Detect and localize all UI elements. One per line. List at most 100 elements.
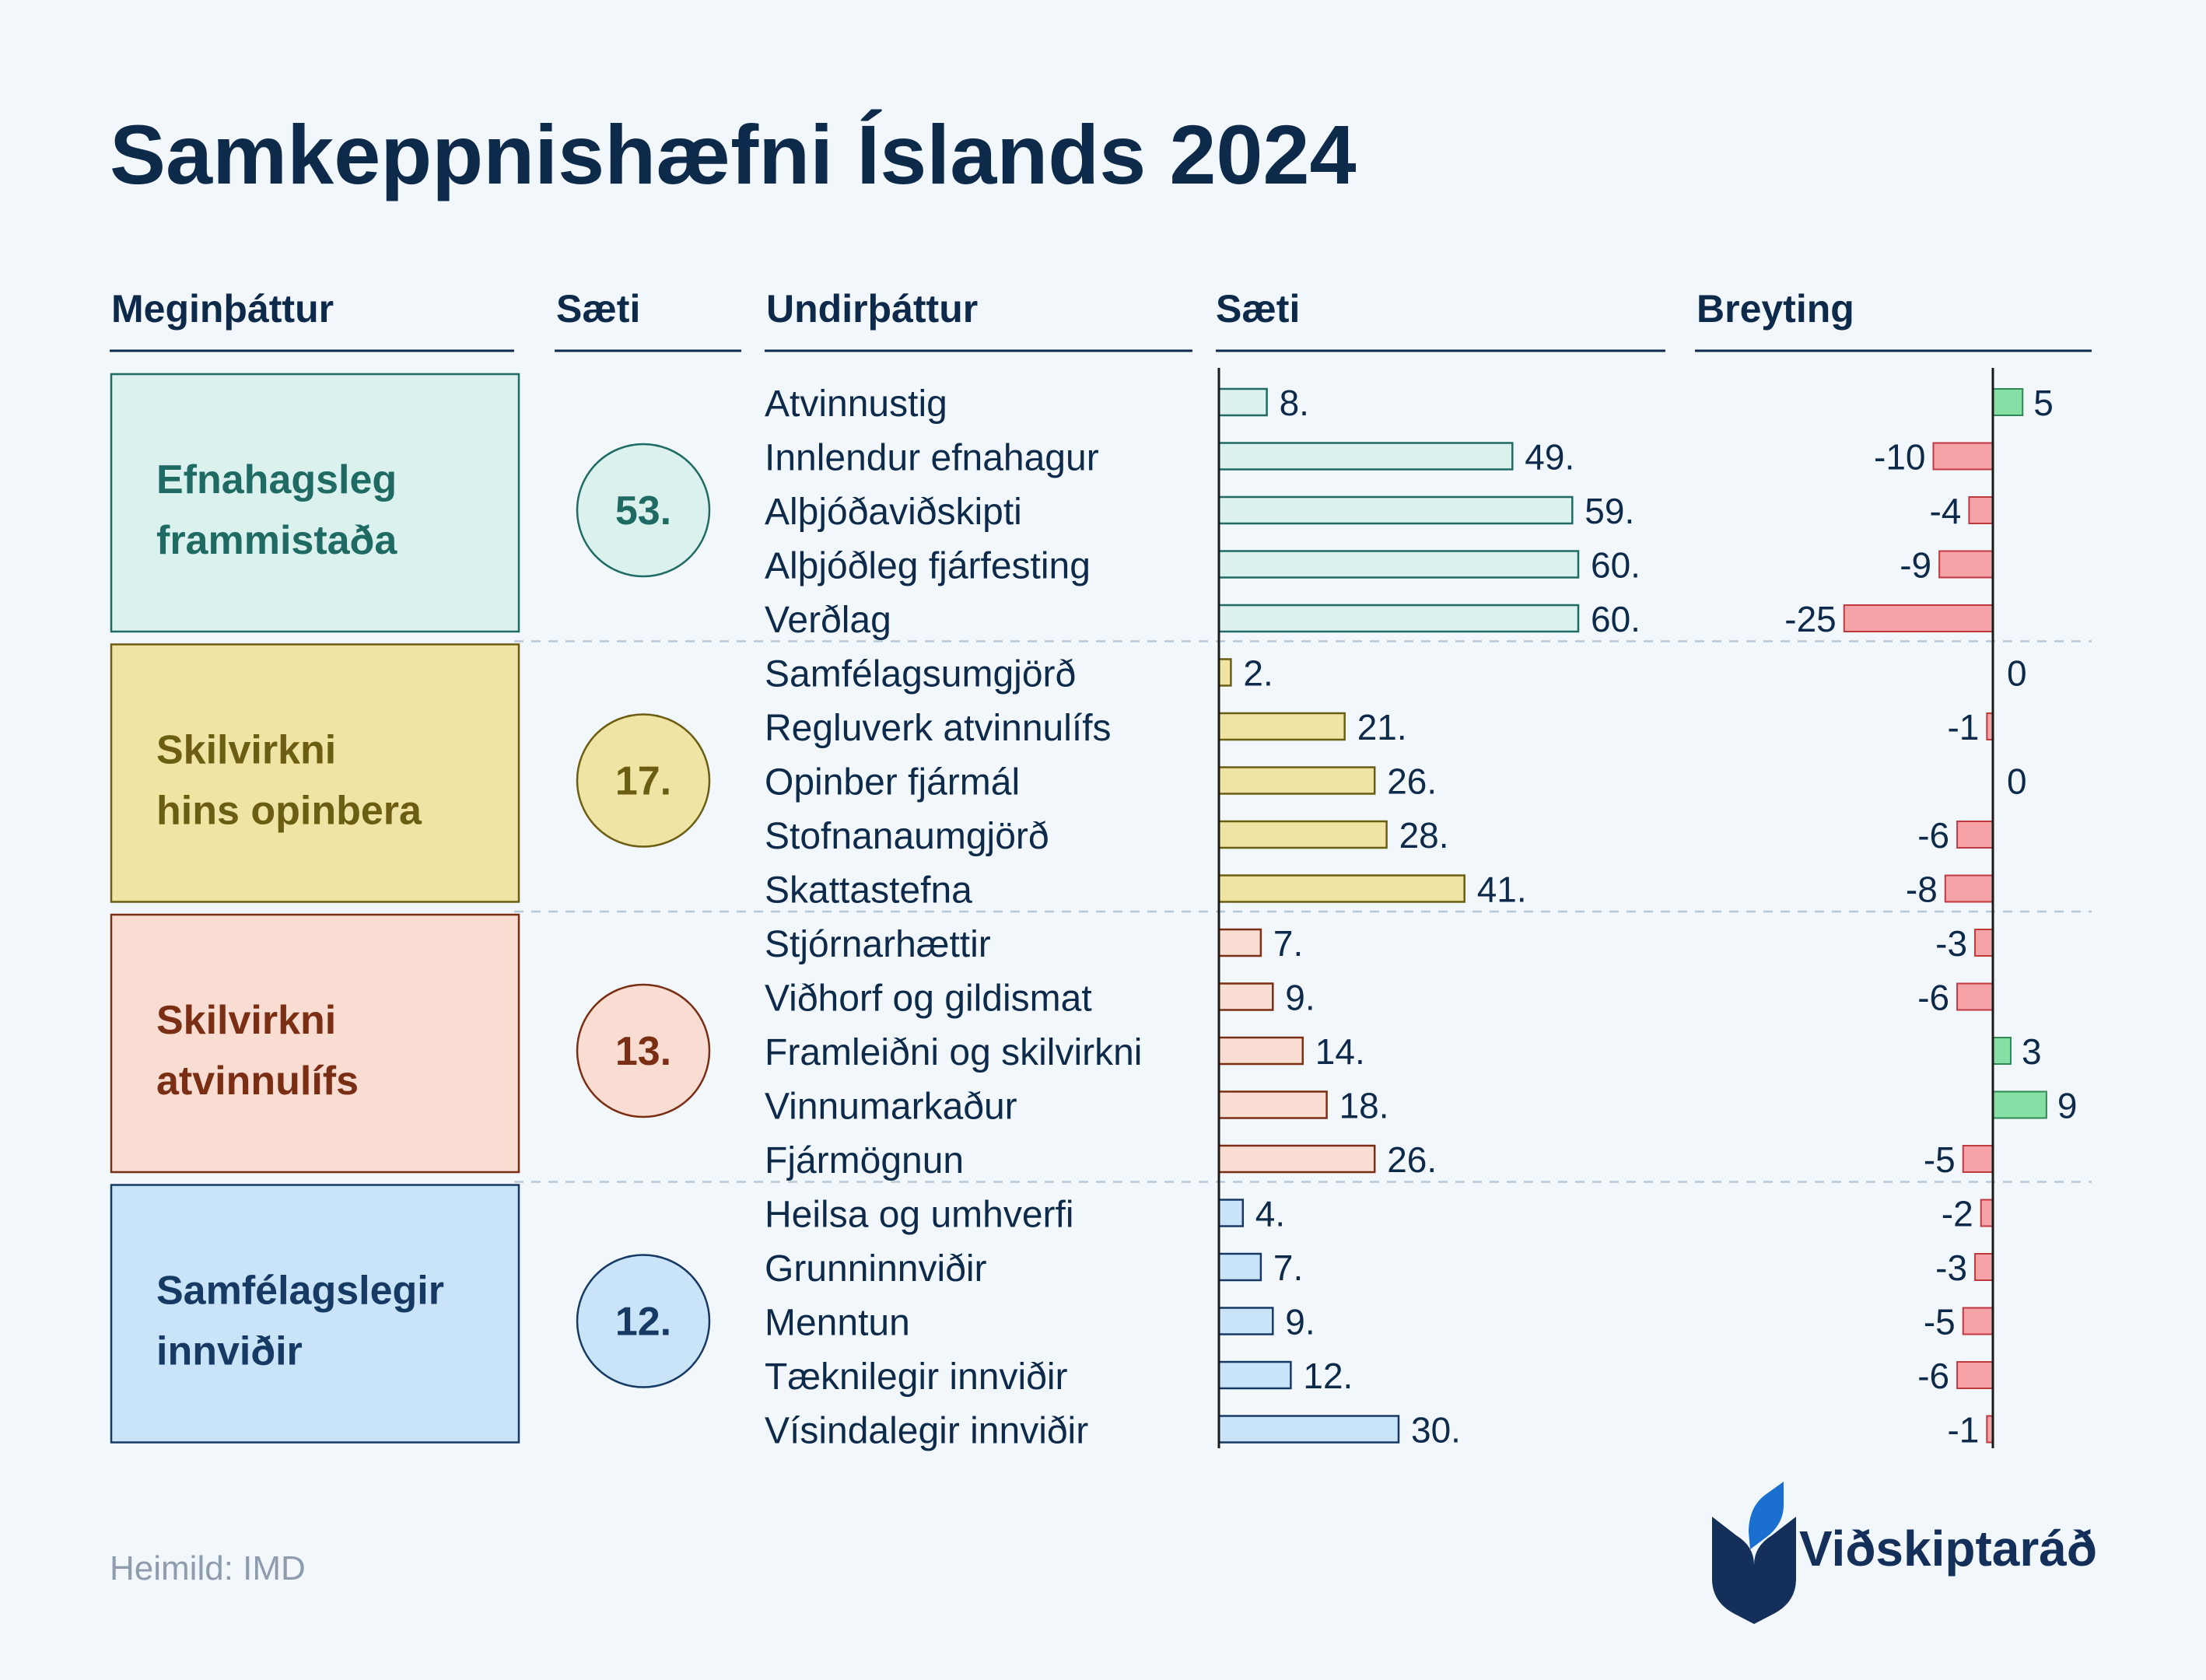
logo-mark-icon (1712, 1482, 1796, 1624)
change-label: -6 (1917, 978, 1949, 1018)
subfactor-label: Stjórnarhættir (765, 924, 991, 965)
change-bar (1956, 982, 1994, 1011)
change-label: 3 (2022, 1031, 2042, 1072)
subfactor-label: Regluverk atvinnulífs (765, 708, 1112, 749)
rank-bar (1217, 550, 1580, 579)
rank-bar (1217, 1252, 1262, 1282)
change-bar (1962, 1307, 1994, 1335)
change-bar (1968, 496, 1994, 524)
subfactor-label: Skattastefna (765, 870, 972, 912)
rank-bar (1217, 1090, 1328, 1119)
change-label: -1 (1947, 707, 1979, 747)
subfactor-label: Samfélagsumgjörð (765, 654, 1076, 695)
rank-bar (1217, 1307, 1274, 1335)
rank-label: 9. (1285, 1302, 1315, 1342)
group-box (110, 373, 520, 633)
change-label: -1 (1947, 1410, 1979, 1451)
change-label: -25 (1784, 599, 1836, 639)
group-box (110, 1184, 520, 1444)
group-rank-circle (576, 1254, 711, 1388)
rank-bar (1217, 874, 1465, 903)
group-rank: 12. (615, 1300, 671, 1345)
change-bar (1974, 929, 1994, 957)
subfactor-label: Vísindalegir innviðir (765, 1411, 1088, 1452)
header-main-rank: Sæti (556, 287, 640, 331)
rank-label: 28. (1399, 815, 1449, 856)
rank-label: 12. (1303, 1356, 1353, 1396)
change-label: -3 (1935, 1248, 1967, 1288)
subfactor-label: Framleiðni og skilvirkni (765, 1032, 1142, 1073)
group-name: frammistaða (156, 518, 397, 563)
rank-label: 14. (1315, 1031, 1365, 1072)
change-bar (1956, 1361, 1994, 1389)
rank-bar (1217, 604, 1580, 633)
change-bar (1956, 821, 1994, 849)
rank-label: 2. (1243, 653, 1273, 694)
group-name: hins opinbera (156, 789, 422, 834)
rank-bar (1217, 495, 1574, 525)
group-rank: 53. (615, 488, 671, 534)
change-bars-layer: 5-10-4-9-250-10-6-8-3-639-5-2-3-5-6-1 (1784, 383, 2077, 1451)
rank-bar (1217, 1415, 1400, 1444)
rank-label: 41. (1477, 870, 1527, 910)
rank-label: 21. (1357, 707, 1407, 747)
change-label: 0 (2007, 653, 2027, 694)
header-sub-rank: Sæti (1216, 287, 1300, 331)
change-bar (1843, 604, 1994, 632)
rank-label: 30. (1411, 1410, 1461, 1451)
change-bar (1974, 1253, 1994, 1281)
change-label: -6 (1917, 1356, 1949, 1396)
rank-label: 9. (1285, 978, 1315, 1018)
rank-bar (1217, 387, 1268, 417)
rank-label: 59. (1584, 491, 1634, 531)
group-name: Skilvirkni (156, 998, 336, 1043)
change-bar (1932, 442, 1994, 471)
subfactor-label: Verðlag (765, 600, 891, 641)
rank-bar (1217, 928, 1262, 957)
group-name: atvinnulífs (156, 1059, 359, 1104)
rank-bar (1217, 820, 1388, 849)
subfactor-label: Tæknilegir innviðir (765, 1356, 1067, 1398)
group-name: Skilvirkni (156, 728, 336, 773)
header-change: Breyting (1697, 287, 1854, 331)
group-name: Samfélagslegir (156, 1269, 444, 1314)
rank-label: 4. (1255, 1194, 1285, 1234)
change-label: -3 (1935, 923, 1967, 964)
change-label: -5 (1924, 1302, 1956, 1342)
groups-layer: Efnahagsleg frammistaða 53. Atvinnustig Innl… (110, 373, 2092, 1452)
rank-label: 26. (1387, 1139, 1437, 1180)
subfactor-label: Viðhorf og gildismat (765, 978, 1092, 1020)
rank-label: 7. (1273, 1248, 1303, 1288)
group-rank-circle (576, 713, 711, 848)
rank-label: 26. (1387, 761, 1437, 802)
change-label: 5 (2033, 383, 2054, 423)
subfactor-label: Opinber fjármál (765, 762, 1020, 803)
rank-label: 49. (1525, 437, 1574, 478)
rank-label: 7. (1273, 923, 1303, 964)
change-label: -9 (1900, 545, 1931, 586)
subfactor-label: Grunninnviðir (765, 1248, 986, 1290)
change-bar (1992, 1037, 2012, 1065)
change-bar (1962, 1145, 1994, 1173)
change-label: -4 (1929, 491, 1961, 531)
group-box (110, 643, 520, 903)
subfactor-label: Menntun (765, 1303, 910, 1344)
page-title: Samkeppnishæfni Íslands 2024 (110, 107, 1357, 201)
rank-bar (1217, 1144, 1376, 1174)
source-note: Heimild: IMD (110, 1549, 306, 1587)
change-bar (1992, 1090, 2047, 1119)
rank-bar (1217, 1036, 1304, 1066)
subfactor-label: Stofnanaumgjörð (765, 816, 1049, 857)
rank-bar (1217, 658, 1232, 687)
header-main-factor: Meginþáttur (111, 287, 334, 331)
rank-label: 60. (1591, 599, 1640, 639)
subfactor-label: Atvinnustig (765, 383, 947, 425)
change-bar (1980, 1199, 1994, 1227)
subfactor-label: Alþjóðleg fjárfesting (765, 546, 1091, 587)
change-label: 0 (2007, 761, 2027, 802)
group-rank-circle (576, 983, 711, 1118)
rank-label: 8. (1280, 383, 1309, 423)
subfactor-label: Alþjóðaviðskipti (765, 492, 1022, 533)
